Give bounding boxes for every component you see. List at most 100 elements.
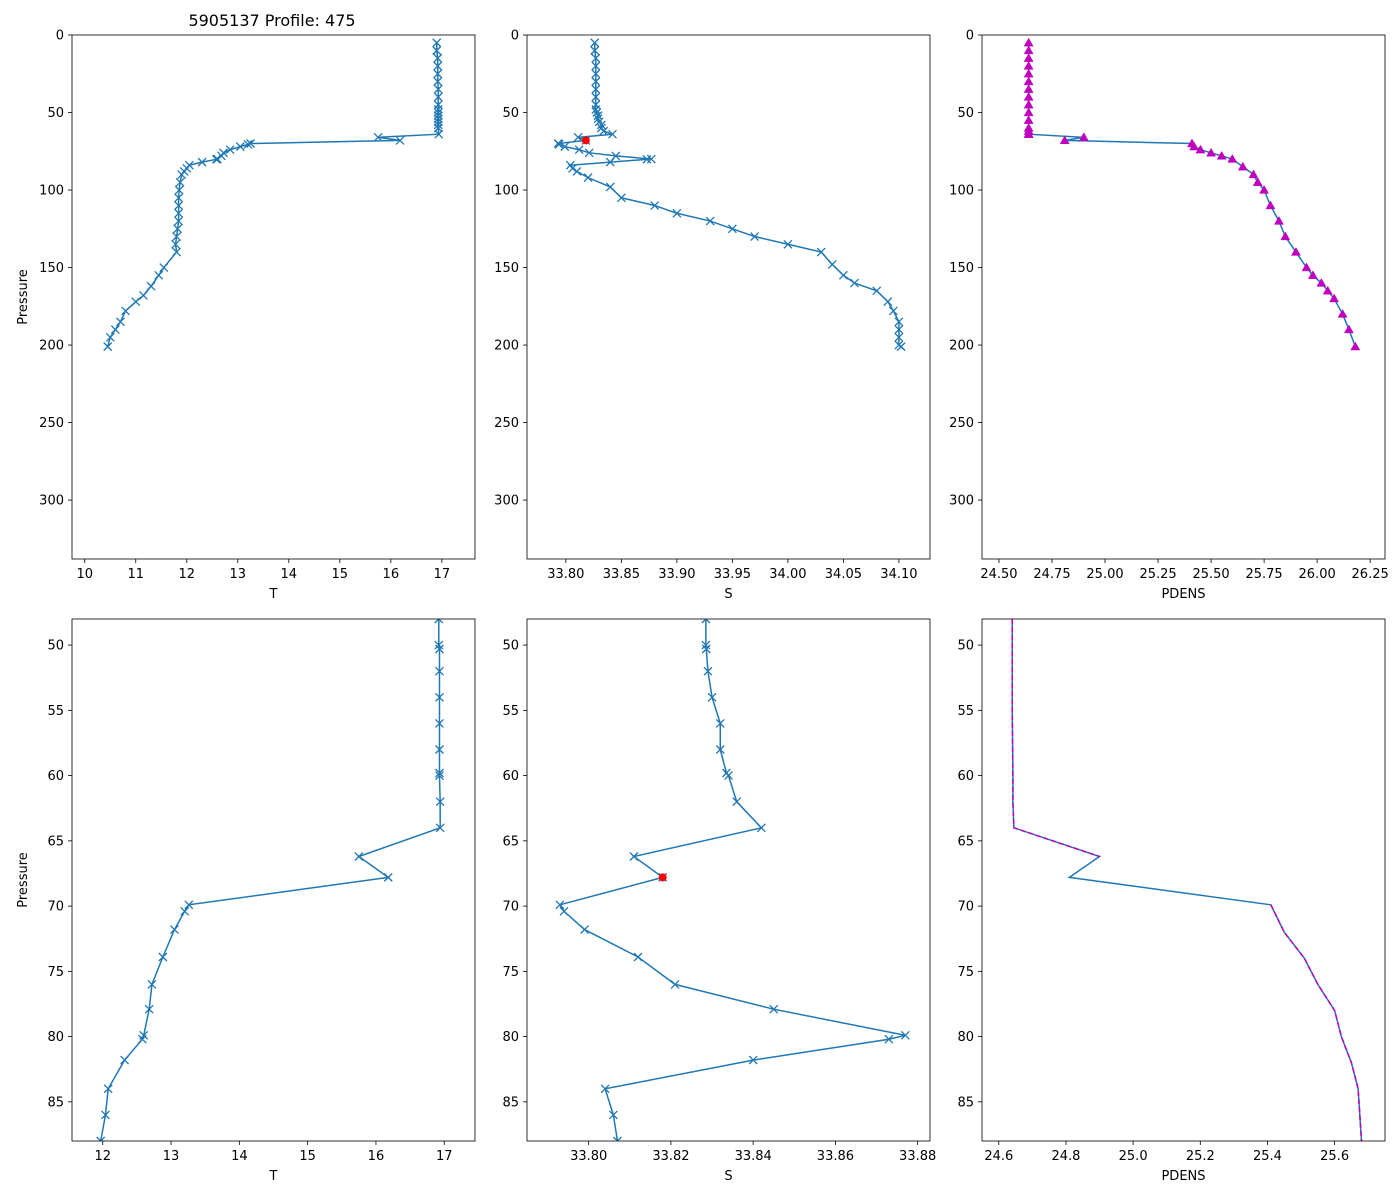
- data-point: [197, 157, 207, 167]
- data-point: [1252, 177, 1263, 186]
- y-tick-label: 60: [957, 769, 974, 784]
- panels: 10 11 12 13 14 15 16 17050100150200250300TPress…: [16, 29, 1389, 1185]
- x-tick-label: 34.10: [880, 567, 917, 582]
- data-point: [724, 771, 733, 781]
- data-point: [596, 120, 606, 130]
- data-point: [373, 132, 383, 142]
- data-point: [1248, 169, 1259, 179]
- data-point: [608, 1110, 618, 1120]
- y-tick-label: 60: [502, 769, 519, 784]
- data-point: [110, 325, 120, 335]
- x-axis-label: T: [269, 587, 278, 602]
- data-point: [1337, 309, 1348, 318]
- x-tick-label: 13: [163, 1149, 180, 1164]
- data-point: [1316, 278, 1327, 287]
- y-tick-label: 50: [47, 639, 64, 654]
- y-tick-label: 50: [957, 639, 974, 654]
- data-point: [433, 53, 443, 63]
- y-tick-label: 75: [502, 965, 519, 980]
- x-axis-label: PDENS: [1161, 1169, 1205, 1184]
- data-point: [605, 157, 615, 167]
- series-line-PDENS: [1011, 619, 1363, 1141]
- series-line-S: [558, 619, 906, 1141]
- data-point: [174, 201, 184, 210]
- plot-area: [103, 38, 444, 352]
- data-point: [175, 177, 185, 187]
- x-tick-label: 25.6: [1320, 1149, 1349, 1164]
- data-point: [591, 104, 601, 114]
- y-tick-label: 65: [47, 834, 64, 849]
- x-tick-label: 34.00: [769, 567, 806, 582]
- y-tick-label: 65: [502, 834, 519, 849]
- data-point: [613, 1136, 622, 1141]
- data-point: [599, 126, 609, 136]
- x-tick-label: 33.82: [652, 1149, 689, 1164]
- data-point: [1189, 141, 1200, 151]
- data-point: [590, 38, 600, 48]
- y-tick-label: 80: [502, 1030, 519, 1045]
- data-point: [432, 38, 442, 48]
- data-point: [1078, 132, 1089, 141]
- data-point: [1329, 293, 1340, 303]
- data-point: [591, 69, 601, 79]
- data-point: [1216, 150, 1227, 160]
- data-point: [1307, 270, 1318, 279]
- y-tick-label: 100: [494, 184, 519, 199]
- data-point: [433, 120, 443, 130]
- series-line-T: [99, 619, 441, 1141]
- y-tick-label: 200: [39, 339, 64, 354]
- data-point: [103, 342, 113, 352]
- axes-frame: [71, 34, 476, 560]
- data-point: [769, 1004, 779, 1014]
- x-tick-label: 24.50: [980, 567, 1017, 582]
- data-point: [884, 1034, 894, 1044]
- x-tick-label: 13: [230, 567, 247, 582]
- data-point: [116, 317, 125, 327]
- y-tick-label: 50: [502, 106, 519, 121]
- data-point: [395, 135, 405, 145]
- data-point: [816, 247, 826, 257]
- plot-area: [1023, 37, 1361, 351]
- panel-top-T: 10 11 12 13 14 15 16 17 0 50 100 150 200 250 300 T Press…: [16, 29, 476, 602]
- y-tick-label: 50: [502, 639, 519, 654]
- data-point: [1059, 135, 1070, 145]
- data-point: [1023, 45, 1034, 55]
- data-point: [211, 154, 221, 164]
- data-point: [1195, 144, 1206, 154]
- y-tick-label: 0: [966, 29, 974, 44]
- y-tick-label: 200: [494, 339, 519, 354]
- data-point: [748, 1055, 758, 1065]
- flagged-point: [658, 873, 667, 882]
- data-point: [1259, 185, 1270, 194]
- x-tick-label: 25.0: [1119, 1149, 1148, 1164]
- data-point: [171, 239, 181, 249]
- data-point: [590, 46, 600, 55]
- series-line-T: [106, 42, 440, 347]
- data-point: [433, 84, 443, 94]
- y-tick-label: 150: [494, 261, 519, 276]
- y-tick-label: 100: [949, 184, 974, 199]
- data-point: [883, 297, 893, 307]
- panel-bottom-T: 12 13 14 15 16 17 50 55 60 65 70 75 80 85 T Pressure: [16, 618, 476, 1184]
- data-point: [131, 297, 141, 307]
- x-tick-label: 12: [94, 1149, 111, 1164]
- data-point: [783, 239, 793, 249]
- data-point: [434, 619, 444, 624]
- data-point: [217, 151, 226, 161]
- data-point: [1344, 324, 1354, 334]
- data-point: [894, 325, 904, 335]
- x-tick-label: 33.90: [658, 567, 695, 582]
- x-tick-label: 24.75: [1033, 567, 1070, 582]
- y-tick-label: 0: [56, 29, 64, 44]
- data-point: [172, 247, 182, 257]
- x-tick-label: 14: [231, 1149, 248, 1164]
- data-point: [750, 232, 760, 241]
- data-point: [1023, 53, 1034, 62]
- data-point: [1023, 76, 1034, 86]
- data-point: [1023, 84, 1034, 93]
- series-line-PDENS-dashed-lower: [1270, 904, 1363, 1141]
- data-point: [703, 666, 713, 676]
- y-axis-label: Pressure: [16, 852, 31, 908]
- y-tick-label: 70: [502, 900, 519, 915]
- x-tick-label: 33.84: [735, 1149, 772, 1164]
